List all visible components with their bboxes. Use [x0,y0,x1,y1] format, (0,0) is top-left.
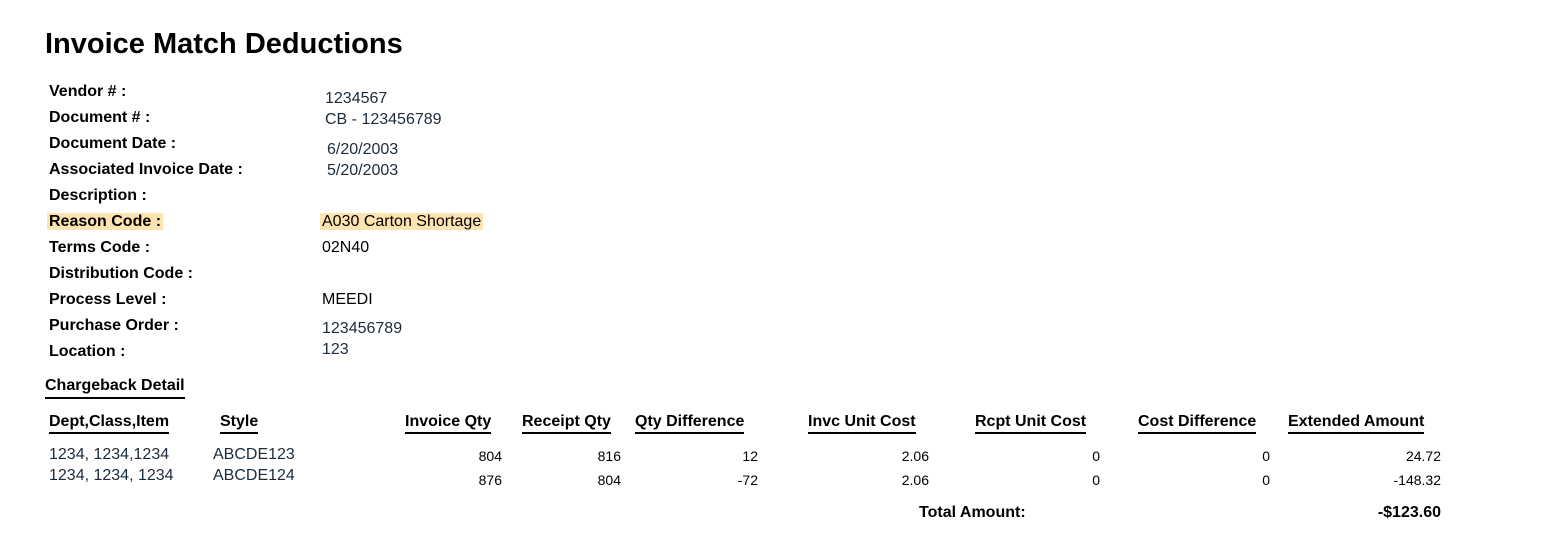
field-assoc-invoice-date-value: 5/20/2003 [327,162,399,179]
cell-qty-difference: -72 [737,472,758,488]
reason-code-label-text: Reason Code : [47,213,164,230]
cell-qty-difference: 12 [742,448,758,464]
col-extended-amount: Extended Amount [1288,413,1425,434]
cell-extended-amount: -148.32 [1393,472,1441,488]
field-vendor-label: Vendor # : [49,83,127,100]
cell-cost-difference: 0 [1262,472,1270,488]
col-qty-difference: Qty Difference [635,413,745,434]
cell-invoice-qty: 804 [478,448,502,464]
field-document-date-label: Document Date : [49,135,177,152]
field-location-value: 123 [322,341,349,358]
field-reason-code-value: A030 Carton Shortage [320,213,484,231]
field-document-value: CB - 123456789 [325,111,442,128]
col-style: Style [220,413,259,434]
field-purchase-order-label: Purchase Order : [49,317,179,334]
field-document-label: Document # : [49,109,151,126]
cell-invoice-qty: 876 [478,472,502,488]
field-document-date-value: 6/20/2003 [327,141,399,158]
cell-receipt-qty: 816 [597,448,621,464]
field-location-label: Location : [49,343,126,360]
col-invoice-qty: Invoice Qty [405,413,492,434]
cell-rcpt-unit-cost: 0 [1092,448,1100,464]
cell-style: ABCDE124 [213,467,295,484]
field-process-level-value: MEEDI [322,291,373,308]
field-purchase-order-value: 123456789 [322,320,403,337]
total-amount-label: Total Amount: [919,504,1026,521]
cell-invc-unit-cost: 2.06 [901,448,929,464]
field-terms-code-value: 02N40 [322,239,370,256]
field-reason-code-label: Reason Code : [47,213,164,231]
col-rcpt-unit-cost: Rcpt Unit Cost [975,413,1087,434]
total-amount-value: -$123.60 [1377,504,1441,521]
cell-dept-class-item: 1234, 1234,1234 [49,446,170,463]
cell-style: ABCDE123 [213,446,295,463]
field-vendor-value: 1234567 [325,90,388,107]
cell-extended-amount: 24.72 [1405,448,1441,464]
col-receipt-qty: Receipt Qty [522,413,611,434]
cell-receipt-qty: 804 [597,472,621,488]
col-dept-class-item: Dept,Class,Item [49,413,170,434]
cell-rcpt-unit-cost: 0 [1092,472,1100,488]
col-invc-unit-cost: Invc Unit Cost [808,413,916,434]
field-description-label: Description : [49,187,147,204]
field-process-level-label: Process Level : [49,291,167,308]
chargeback-detail-heading: Chargeback Detail [45,377,185,399]
cell-dept-class-item: 1234, 1234, 1234 [49,467,174,484]
field-assoc-invoice-date-label: Associated Invoice Date : [49,161,243,178]
reason-code-value-text: A030 Carton Shortage [320,213,484,230]
col-cost-difference: Cost Difference [1138,413,1257,434]
field-terms-code-label: Terms Code : [49,239,151,256]
cell-cost-difference: 0 [1262,448,1270,464]
cell-invc-unit-cost: 2.06 [901,472,929,488]
page-title: Invoice Match Deductions [45,28,403,60]
field-distribution-code-label: Distribution Code : [49,265,193,282]
